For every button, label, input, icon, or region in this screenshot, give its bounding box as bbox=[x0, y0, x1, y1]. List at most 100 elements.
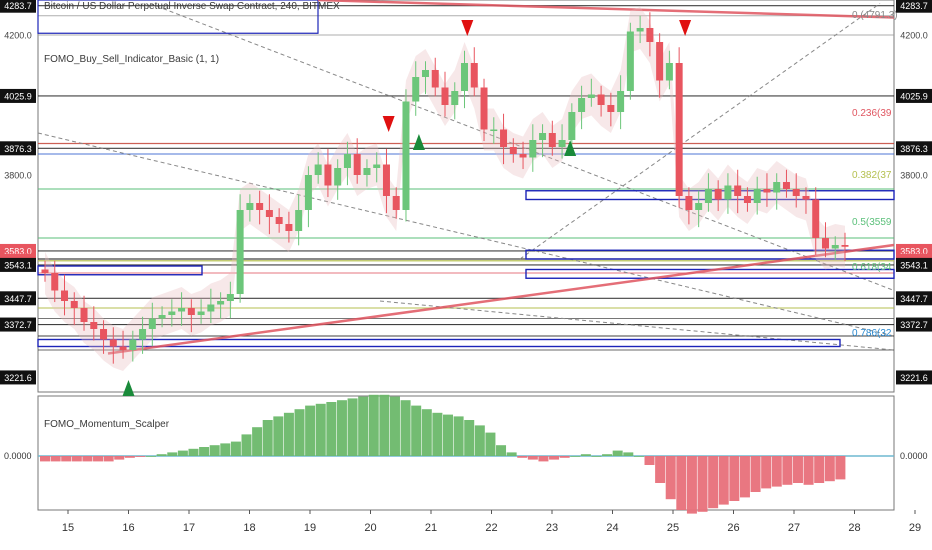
candle-body bbox=[812, 199, 820, 238]
candle-body bbox=[519, 154, 527, 158]
candle-body bbox=[119, 346, 127, 350]
price-axis-label: 4025.9 bbox=[4, 91, 32, 101]
momentum-bar bbox=[93, 456, 104, 462]
momentum-bar bbox=[411, 405, 422, 456]
candle-body bbox=[646, 28, 654, 42]
candle-body bbox=[295, 210, 303, 231]
x-tick-label: 23 bbox=[546, 522, 558, 534]
momentum-bar bbox=[496, 445, 507, 456]
momentum-bar bbox=[336, 400, 347, 456]
momentum-bar bbox=[506, 452, 517, 456]
candle-body bbox=[158, 315, 166, 319]
buy-signal-arrow bbox=[122, 380, 135, 396]
candle-body bbox=[275, 217, 283, 224]
candle-body bbox=[548, 133, 556, 147]
candle-body bbox=[763, 189, 771, 193]
momentum-bar bbox=[114, 456, 125, 460]
candle-body bbox=[285, 224, 293, 231]
momentum-bar bbox=[782, 456, 793, 485]
candle-body bbox=[61, 290, 69, 301]
momentum-bar bbox=[464, 420, 475, 456]
momentum-bar bbox=[146, 456, 157, 457]
indicator-title: FOMO_Buy_Sell_Indicator_Basic (1, 1) bbox=[44, 54, 220, 65]
momentum-bar bbox=[61, 456, 72, 462]
x-tick-label: 28 bbox=[848, 522, 860, 534]
candle-body bbox=[470, 63, 478, 88]
x-tick-label: 16 bbox=[122, 522, 134, 534]
momentum-bar bbox=[71, 456, 82, 462]
candle-body bbox=[168, 311, 176, 315]
candle-body bbox=[500, 129, 508, 147]
candle-body bbox=[314, 164, 322, 175]
fib-level-label: 0.786(32 bbox=[852, 328, 892, 339]
momentum-bar bbox=[676, 456, 687, 510]
momentum-bar bbox=[580, 454, 591, 456]
candle-body bbox=[431, 70, 439, 88]
fib-level-label: 0 (4791.3) bbox=[852, 10, 898, 21]
price-axis-label: 3372.7 bbox=[900, 320, 928, 330]
momentum-bar bbox=[443, 414, 454, 456]
momentum-bar bbox=[655, 456, 666, 483]
candle-body bbox=[753, 189, 761, 203]
momentum-bar bbox=[326, 402, 337, 456]
x-tick-label: 27 bbox=[788, 522, 800, 534]
candle-body bbox=[441, 87, 449, 105]
price-axis-box bbox=[896, 317, 932, 332]
candle-body bbox=[343, 154, 351, 168]
fib-level-label: 0.382(37 bbox=[852, 170, 892, 181]
candle-body bbox=[226, 294, 234, 301]
candle-body bbox=[821, 238, 829, 249]
candle-body bbox=[363, 168, 371, 175]
price-axis-label: 3876.3 bbox=[900, 144, 928, 154]
candle-body bbox=[578, 98, 586, 112]
momentum-bar bbox=[167, 452, 178, 456]
candle-body bbox=[558, 140, 566, 147]
candle-body bbox=[665, 63, 673, 81]
price-axis-box bbox=[896, 0, 932, 13]
candle-body bbox=[568, 112, 576, 140]
candle-body bbox=[246, 203, 254, 210]
fib-level-label: 0.5(3559 bbox=[852, 217, 892, 228]
momentum-bar bbox=[432, 412, 443, 456]
momentum-bar bbox=[453, 416, 464, 456]
dashed-trend-line bbox=[519, 3, 881, 260]
momentum-bar bbox=[358, 396, 369, 456]
momentum-zero-label: 0.0000 bbox=[4, 451, 32, 461]
candle-body bbox=[256, 203, 264, 210]
momentum-bar bbox=[835, 456, 846, 480]
momentum-bar bbox=[718, 456, 729, 505]
blue-zone-box bbox=[37, 0, 319, 34]
momentum-bar bbox=[273, 416, 284, 456]
momentum-bar bbox=[315, 403, 326, 456]
momentum-bar bbox=[559, 456, 570, 458]
momentum-bar bbox=[135, 456, 146, 457]
momentum-bar bbox=[708, 456, 719, 509]
candle-body bbox=[792, 189, 800, 196]
price-axis-label: 4283.7 bbox=[900, 1, 928, 11]
sell-signal-arrow bbox=[679, 20, 692, 36]
blue-zone-box bbox=[525, 249, 895, 260]
x-tick-label: 26 bbox=[727, 522, 739, 534]
price-axis-label: 4200.0 bbox=[900, 31, 928, 41]
price-axis-box bbox=[896, 141, 932, 156]
momentum-title: FOMO_Momentum_Scalper bbox=[44, 419, 170, 430]
candle-body bbox=[695, 203, 703, 210]
momentum-bar bbox=[40, 456, 51, 462]
candle-body bbox=[51, 273, 59, 291]
momentum-bar bbox=[103, 456, 114, 462]
candle-body bbox=[724, 185, 732, 200]
candle-body bbox=[626, 31, 634, 91]
candle-body bbox=[236, 210, 244, 294]
candle-body bbox=[100, 329, 108, 340]
uptrend-line bbox=[107, 243, 895, 355]
momentum-bar bbox=[633, 456, 644, 457]
momentum-bar bbox=[389, 396, 400, 456]
candle-body bbox=[734, 185, 742, 196]
blue-zone-box bbox=[37, 338, 841, 348]
candle-body bbox=[675, 63, 683, 196]
momentum-bar bbox=[665, 456, 676, 500]
momentum-bar bbox=[602, 454, 613, 456]
momentum-bar bbox=[474, 425, 485, 456]
candle-body bbox=[324, 164, 332, 186]
